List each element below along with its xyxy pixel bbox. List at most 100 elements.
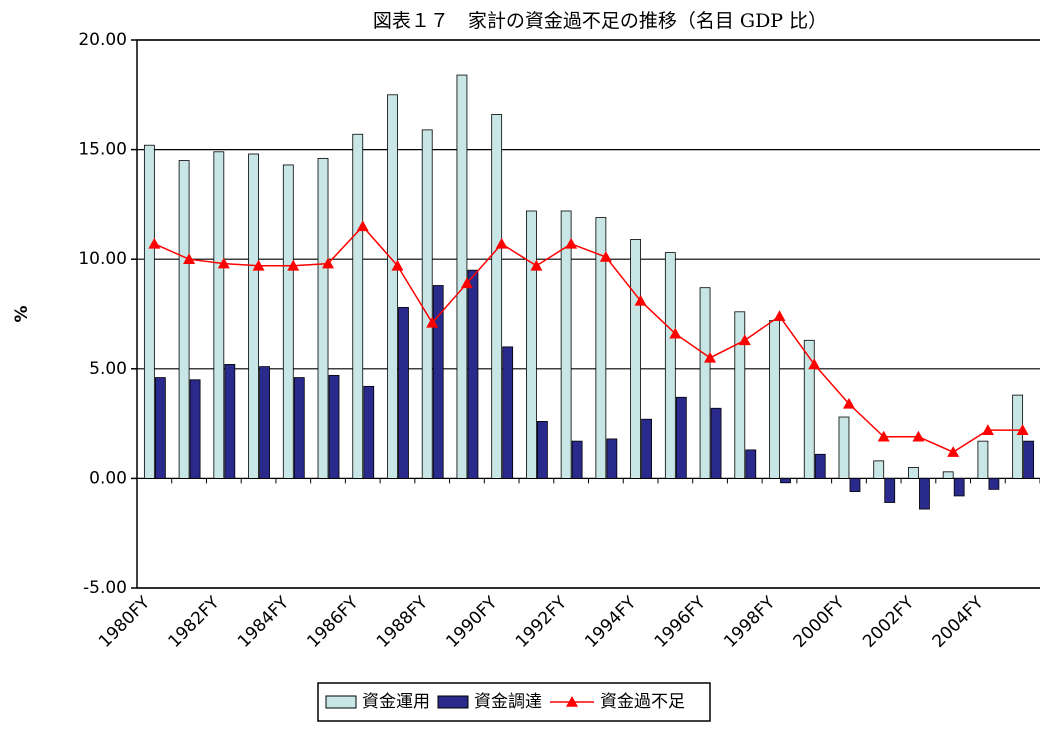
bar [259,366,270,479]
line [154,225,1023,453]
x-tick-label: 1984FY [234,593,293,652]
bar [502,346,514,479]
marker [460,277,473,289]
marker [530,259,543,271]
x-tick-label: 1992FY [512,593,571,652]
marker [356,220,369,232]
bar [178,160,190,479]
marker [738,334,751,346]
y-tick-label: 15.00 [78,140,127,160]
bar [491,114,503,479]
marker [252,259,265,271]
bar [919,477,930,510]
bar [560,210,572,479]
bar [352,133,364,479]
bar [387,94,398,479]
y-tick-label: 20.00 [78,30,127,50]
x-tick-label: 2004FY [929,593,988,652]
bar [780,477,791,484]
bar [1012,394,1024,479]
bar [710,407,722,479]
x-tick-label: 1988FY [373,593,432,652]
bar [248,153,259,479]
bar [814,453,826,479]
chart-title: 図表１７ 家計の資金過不足の推移（名目 GDP 比） [373,10,827,32]
legend-label: 資金運用 [362,692,430,712]
bar [803,339,815,479]
legend-label: 資金過不足 [600,692,685,712]
bar [317,157,329,479]
marker [565,237,578,249]
bar [734,311,746,479]
legend-swatch [566,696,578,707]
plot-area [136,39,1040,589]
legend-swatch [325,695,357,709]
bar [675,396,687,479]
bar [537,421,548,479]
marker [391,259,404,271]
marker [426,316,439,328]
bar [699,287,711,479]
marker [148,237,161,249]
bar [908,467,919,479]
bar [1023,440,1035,479]
marker [912,430,925,442]
x-tick-label: 1982FY [165,593,224,652]
bar [942,471,954,479]
y-tick-label: 0.00 [89,468,127,488]
bar [189,379,201,479]
bar [606,438,618,479]
y-axis-label: % [12,305,32,322]
marker [808,358,821,370]
y-tick-label: -5.00 [83,578,127,598]
marker [217,257,230,269]
x-tick-label: 1986FY [303,593,362,652]
y-tick-label: 10.00 [78,249,127,269]
x-tick-label: 1996FY [651,593,710,652]
bar [421,129,433,479]
bar [526,210,537,479]
bar [873,460,885,479]
bar [849,477,861,492]
bar [953,477,965,497]
bar [224,364,236,479]
marker [842,397,855,409]
bar [456,74,468,479]
bar [398,307,409,479]
bar [571,440,583,479]
x-tick-label: 1990FY [442,593,501,652]
bar [143,144,155,479]
marker [183,253,196,264]
marker [1016,424,1029,435]
bar [838,416,850,479]
bar [988,477,1000,490]
bar [293,377,305,479]
marker [599,251,612,262]
marker [495,237,508,249]
bar [664,252,676,479]
bar [432,285,444,479]
x-tick-label: 1994FY [581,593,640,652]
bar [769,320,780,479]
marker [322,257,335,269]
legend-swatch [437,695,469,709]
marker [947,446,960,457]
bar [282,164,294,479]
bar [595,217,607,479]
marker [773,310,786,321]
bar [328,374,340,479]
legend-label: 資金調達 [474,692,542,712]
bar [213,151,225,479]
bar [745,449,757,479]
bar [884,477,896,503]
bar [467,269,479,479]
bar [154,377,166,479]
marker [287,259,300,271]
x-tick-label: 1980FY [95,593,154,652]
marker [634,294,647,306]
y-tick-label: 5.00 [89,359,127,379]
bar [641,418,652,479]
x-tick-label: 2002FY [859,593,918,652]
